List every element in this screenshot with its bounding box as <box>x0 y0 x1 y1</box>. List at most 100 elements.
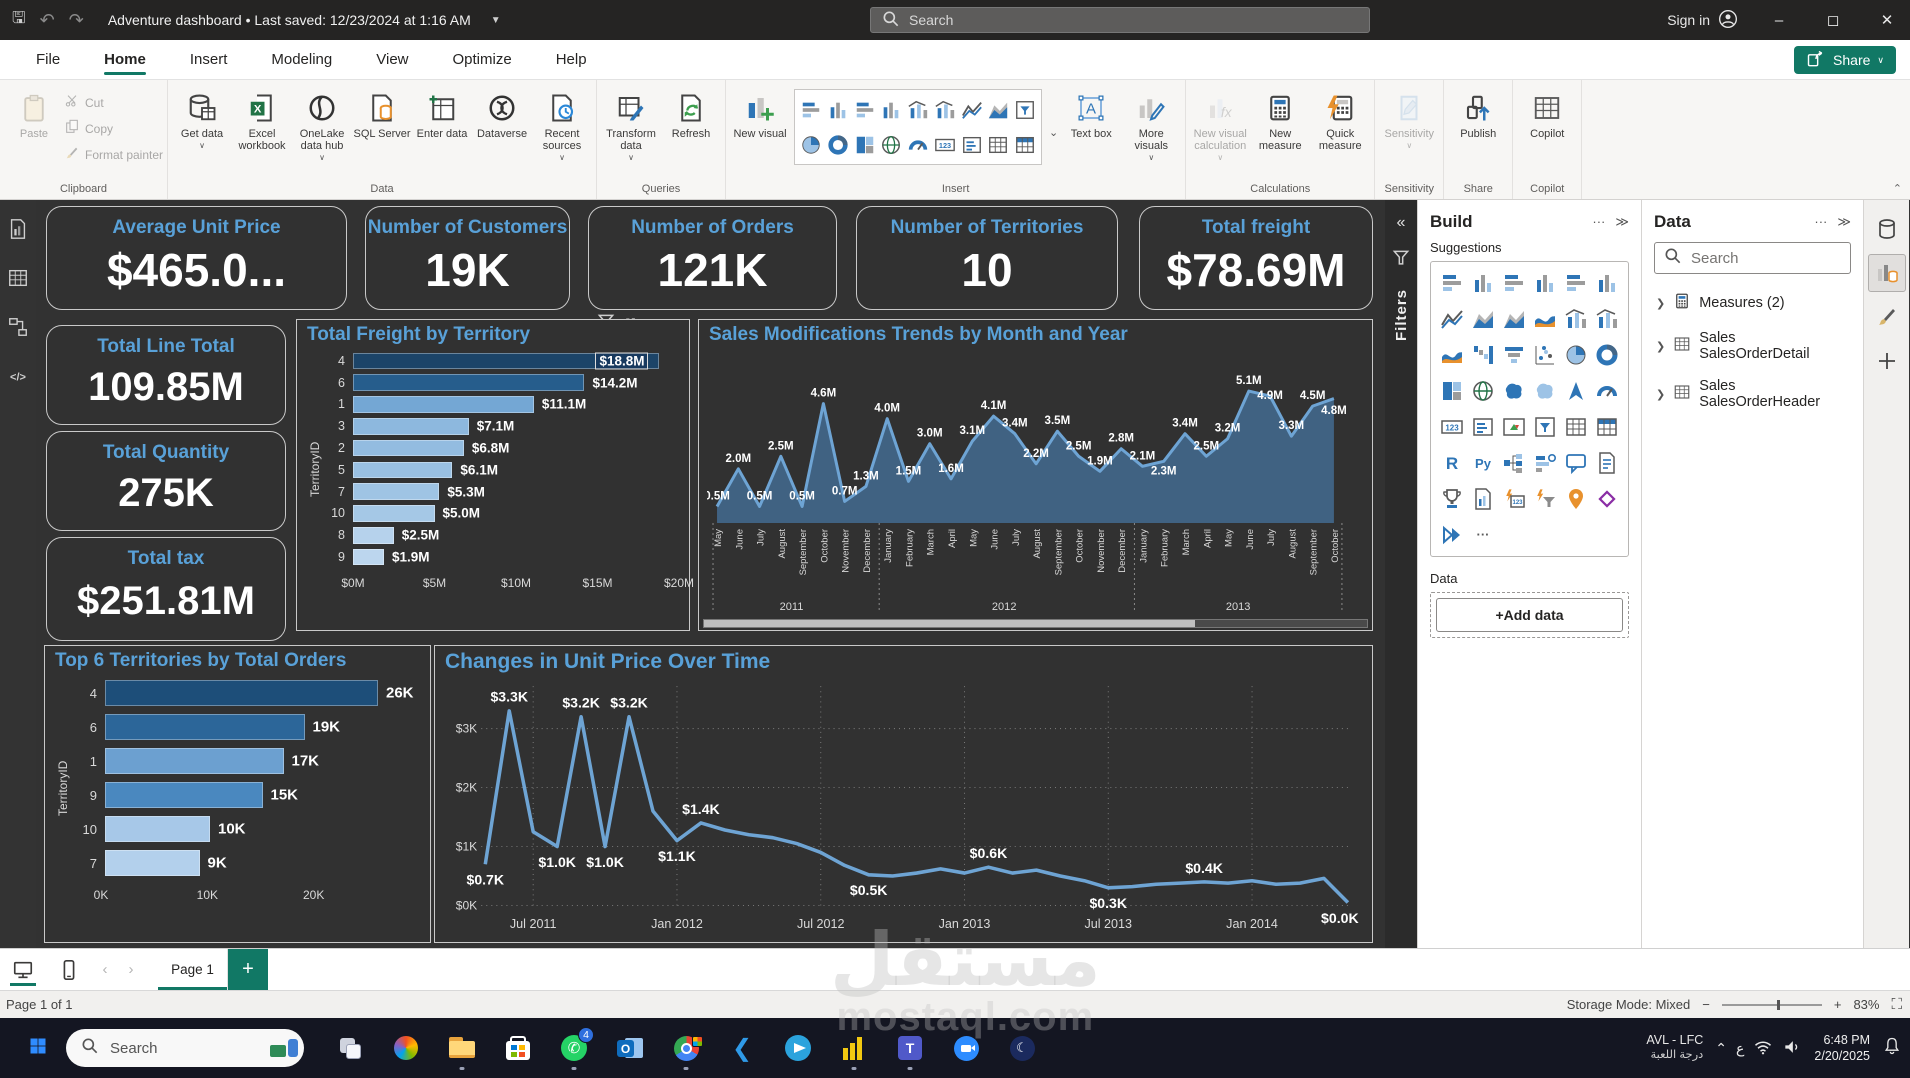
matrix-icon[interactable] <box>1594 414 1620 440</box>
more-suggestions-icon[interactable]: ··· <box>1470 522 1496 548</box>
expand-chevron-icon[interactable]: ❯ <box>1656 297 1666 310</box>
key-influencers-icon[interactable] <box>1532 450 1558 476</box>
combo-1-visual-icon[interactable] <box>906 98 930 122</box>
file-explorer-icon[interactable] <box>442 1026 482 1070</box>
card-icon[interactable]: 123 <box>1439 414 1465 440</box>
zoom-out-icon[interactable]: − <box>1702 997 1710 1012</box>
outlook-icon[interactable]: O <box>610 1026 650 1070</box>
kpi-card-total-tax[interactable]: Total tax $251.81M <box>46 537 286 641</box>
data-view-icon[interactable] <box>1868 210 1906 248</box>
bar-territory-9[interactable] <box>105 782 263 808</box>
bar-territory-10[interactable] <box>105 816 210 842</box>
donut-chart-icon[interactable] <box>1594 342 1620 368</box>
ribbon-textbox-button[interactable]: A Text box <box>1061 83 1121 140</box>
bar-territory-4[interactable] <box>353 352 660 370</box>
stream-chart-icon[interactable] <box>1439 342 1465 368</box>
vscode-icon[interactable]: ❮ <box>731 1034 753 1062</box>
bar-territory-5[interactable] <box>353 461 453 479</box>
menu-home[interactable]: Home <box>82 42 168 77</box>
share-button[interactable]: Share ∨ <box>1794 46 1896 74</box>
kpi-card-total-line-total[interactable]: Total Line Total 109.85M <box>46 325 286 425</box>
kpi-icon[interactable] <box>1501 414 1527 440</box>
gauge-icon[interactable] <box>1594 378 1620 404</box>
telegram-icon[interactable] <box>778 1026 818 1070</box>
bar-territory-8[interactable] <box>353 526 394 544</box>
map-visual-icon[interactable] <box>879 133 903 157</box>
gauge-visual-icon[interactable] <box>906 133 930 157</box>
power-automate-icon[interactable] <box>1439 522 1465 548</box>
ribbon-excel-button[interactable]: X Excel workbook <box>232 83 292 152</box>
zoom-slider[interactable] <box>1721 999 1822 1010</box>
stacked-column-icon[interactable] <box>1470 270 1496 296</box>
stacked-bar-2-visual-icon[interactable] <box>853 98 877 122</box>
filled-map-icon[interactable] <box>1501 378 1527 404</box>
zoom-in-icon[interactable]: + <box>1833 997 1842 1012</box>
language-indicator[interactable]: ع <box>1736 1039 1745 1056</box>
notifications-bell-icon[interactable] <box>1882 1036 1902 1061</box>
hidden-icons-chevron[interactable]: ⌃ <box>1715 1039 1728 1056</box>
bar-territory-7[interactable] <box>353 483 440 500</box>
ribbon-transform-button[interactable]: Transform data ∨ <box>601 83 661 164</box>
more-options-icon[interactable]: ··· <box>1592 214 1606 229</box>
ribbon-refresh-button[interactable]: Refresh <box>661 83 721 140</box>
power-bi-icon[interactable] <box>834 1026 874 1070</box>
chart-total-freight-by-territory[interactable]: Total Freight by Territory TerritoryID 4 $… <box>296 319 694 631</box>
collapse-ribbon-icon[interactable]: ⌃ <box>1892 183 1902 195</box>
menu-file[interactable]: File <box>36 51 61 68</box>
menu-view[interactable]: View <box>376 51 409 68</box>
wifi-icon[interactable] <box>1753 1037 1773 1060</box>
page-tab[interactable]: Page 1 <box>158 949 228 990</box>
add-data-button[interactable]: +Add data <box>1436 598 1623 632</box>
ribbon-calculator-button[interactable]: New measure <box>1250 83 1310 152</box>
teams-icon[interactable]: T <box>890 1026 930 1070</box>
sign-in-button[interactable]: Sign in <box>1667 9 1738 32</box>
menu-insert[interactable]: Insert <box>189 51 228 68</box>
qa-visual-icon[interactable] <box>1563 450 1589 476</box>
collapse-pane-icon[interactable]: ≫ <box>1837 214 1851 229</box>
data-tree-item-0[interactable]: ❯ Measures (2) <box>1642 284 1863 322</box>
metrics-icon[interactable] <box>1439 486 1465 512</box>
data-search-input[interactable]: Search <box>1654 242 1851 274</box>
slicer-icon[interactable] <box>1532 414 1558 440</box>
moon-app-icon[interactable]: ☾ <box>1002 1026 1042 1070</box>
close-button[interactable]: ✕ <box>1880 12 1894 29</box>
microsoft-store-icon[interactable] <box>498 1026 538 1070</box>
card-visual-icon[interactable]: 123 <box>933 133 957 157</box>
chart-top-6-territories[interactable]: Top 6 Territories by Total Orders Territ… <box>44 645 431 943</box>
taskbar-search-input[interactable]: Search <box>66 1029 304 1067</box>
area-chart-plot[interactable]: 0.5M 2.0M 0.5M 2.5M 0.5M 4.6M 0.7M 1.3M 4.0M 1.5M… <box>704 348 1364 616</box>
line-clustered-column-icon[interactable] <box>1594 306 1620 332</box>
stacked-bar-icon[interactable] <box>1439 270 1465 296</box>
bar-territory-9[interactable] <box>353 548 384 566</box>
arcgis-map-icon[interactable] <box>1563 486 1589 512</box>
stacked-area-icon[interactable] <box>1501 306 1527 332</box>
matrix-visual-icon[interactable] <box>1013 133 1037 157</box>
mobile-layout-button[interactable] <box>46 949 92 990</box>
decomposition-tree-icon[interactable] <box>1501 450 1527 476</box>
ribbon-chart-icon[interactable] <box>1532 306 1558 332</box>
column-visual-icon[interactable] <box>879 98 903 122</box>
ribbon-new-visual-button[interactable]: New visual <box>730 83 790 140</box>
tray-app-name[interactable]: AVL - LFC درجة اللعبة <box>1646 1033 1704 1061</box>
format-visual-icon[interactable] <box>1868 298 1906 336</box>
desktop-layout-button[interactable] <box>0 949 46 990</box>
previous-page-icon[interactable]: ‹ <box>102 961 108 978</box>
bar-territory-4[interactable] <box>105 680 378 706</box>
chart-sales-modifications-trends[interactable]: Sales Modifications Trends by Month and … <box>698 319 1373 631</box>
map-icon[interactable] <box>1470 378 1496 404</box>
kpi-card-average-unit-price[interactable]: Average Unit Price $465.0... <box>46 206 347 310</box>
clustered-column-visual-icon[interactable] <box>826 98 850 122</box>
more-options-icon[interactable]: ··· <box>1814 214 1828 229</box>
ribbon-publish-button[interactable]: Publish <box>1448 83 1508 140</box>
global-search-input[interactable]: Search <box>870 7 1370 33</box>
volume-icon[interactable] <box>1782 1037 1802 1060</box>
redo-icon[interactable]: ↷ <box>68 9 84 30</box>
r-script-icon[interactable]: R <box>1439 450 1465 476</box>
pie-chart-icon[interactable] <box>1563 342 1589 368</box>
multi-row-card-icon[interactable] <box>1470 414 1496 440</box>
ribbon-onelake-button[interactable]: OneLake data hub ∨ <box>292 83 352 164</box>
whatsapp-icon[interactable]: ✆ 4 <box>554 1026 594 1070</box>
azure-map-icon[interactable] <box>1563 378 1589 404</box>
funnel-icon[interactable] <box>1501 342 1527 368</box>
clustered-bar-icon[interactable] <box>1501 270 1527 296</box>
